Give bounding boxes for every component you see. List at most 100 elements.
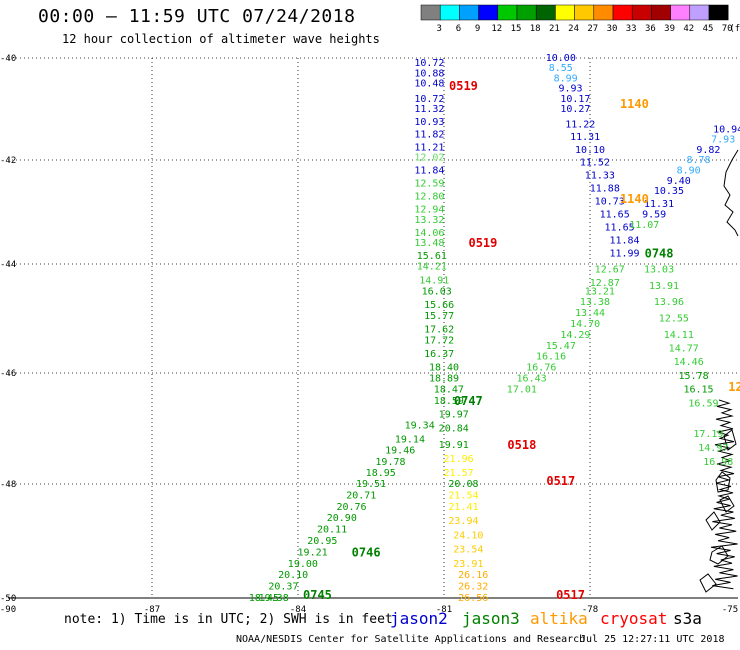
colorbar-tick-label: 12 [491, 24, 502, 34]
pass-time-label: 0748 [645, 247, 674, 261]
swh-label: 10.73 [595, 197, 625, 208]
swh-label: 10.72 [414, 94, 444, 105]
swh-label: 11.84 [609, 236, 639, 247]
swh-label: 12.67 [595, 264, 625, 275]
swh-label: 23.54 [453, 545, 483, 556]
pass-time-label: 1140 [620, 97, 649, 111]
swh-label: 15.78 [679, 371, 709, 382]
swh-label: 13.32 [414, 215, 444, 226]
swh-label: 16.76 [526, 363, 556, 374]
colorbar-tick-label: 36 [645, 24, 656, 34]
swh-label: 9.82 [696, 145, 720, 156]
island-outline [699, 573, 717, 593]
colorbar-swatch [555, 4, 575, 21]
swh-label: 11.99 [609, 249, 639, 260]
coastline-north [723, 149, 739, 237]
lat-tick-label: -50 [0, 594, 16, 604]
swh-label: 26.56 [458, 593, 488, 604]
swh-label: 10.72 [414, 58, 444, 69]
lon-tick-label: -75 [722, 605, 738, 615]
swh-label: 14.46 [674, 357, 704, 368]
island-outline [705, 511, 721, 531]
legend-altika: altika [530, 609, 588, 628]
map-grid [8, 57, 738, 599]
swh-label: 10.48 [414, 79, 444, 90]
swh-label: 20.84 [439, 424, 469, 435]
swh-label: 14.11 [664, 330, 694, 341]
swh-label: 8.99 [554, 73, 578, 84]
swh-label: 24.10 [453, 530, 483, 541]
coastline [699, 149, 739, 593]
footer-credit: NOAA/NESDIS Center for Satellite Applica… [236, 634, 586, 645]
swh-label: 11.32 [414, 104, 444, 115]
swh-label: 9.40 [667, 176, 691, 187]
swh-label: 21.54 [448, 490, 478, 501]
lon-tick-label: -87 [144, 605, 160, 615]
swh-label: 21.57 [444, 468, 474, 479]
swh-label: 23.91 [453, 559, 483, 570]
swh-label: 20.11 [317, 525, 347, 536]
colorbar-swatch [516, 4, 537, 21]
colorbar-swatch [439, 4, 460, 21]
swh-label: 8.55 [549, 63, 573, 74]
swh-label: 13.91 [649, 281, 679, 292]
swh-label: 10.00 [546, 53, 576, 64]
colorbar-tick-label: 70 [722, 24, 733, 34]
swh-label: 16.16 [536, 352, 566, 363]
swh-label: 13.38 [580, 297, 610, 308]
swh-label: 16.03 [422, 286, 452, 297]
swh-label: 15.61 [417, 251, 447, 262]
swh-label: 14.21 [417, 262, 447, 273]
swh-label: 11.31 [644, 199, 674, 210]
colorbar-swatch [651, 4, 671, 21]
page-subtitle: 12 hour collection of altimeter wave hei… [62, 32, 380, 46]
legend-jason2: jason2 [390, 609, 448, 628]
swh-label: 15.47 [546, 341, 576, 352]
swh-label: 10.88 [414, 68, 444, 79]
swh-label: 13.44 [575, 308, 605, 319]
swh-label: 10.17 [560, 94, 590, 105]
colorbar-swatch [593, 4, 614, 21]
colorbar-swatch [459, 4, 479, 21]
swh-label: 11.22 [565, 119, 595, 130]
swh-label: 12.55 [659, 314, 689, 325]
swh-labels: 10.7210.8810.4810.7211.3210.9311.8211.21… [249, 53, 740, 604]
colorbar-tick-label: 3 [436, 24, 441, 34]
lat-tick-label: -44 [0, 260, 16, 270]
swh-label: 17.19 [693, 429, 723, 440]
swh-label: 17.62 [424, 324, 454, 335]
lon-tick-label: -90 [0, 605, 16, 615]
colorbar-swatch [612, 4, 633, 21]
swh-label: 18.40 [429, 363, 459, 374]
colorbar-swatch [708, 4, 729, 21]
swh-label: 19.51 [356, 479, 386, 490]
swh-label: 21.96 [444, 454, 474, 465]
swh-label: 19.91 [439, 440, 469, 451]
swh-label: 11.21 [414, 142, 444, 153]
colorbar-tick-label: 33 [626, 24, 637, 34]
note-text: note: 1) Time is in UTC; 2) SWH is in fe… [64, 612, 393, 627]
swh-label: 13.48 [414, 238, 444, 249]
colorbar-tick-label: 27 [587, 24, 598, 34]
colorbar-tick-label: 21 [549, 24, 560, 34]
legend-s3a: s3a [673, 609, 702, 628]
swh-label: 12.87 [590, 278, 620, 289]
pass-time-label: 0746 [352, 545, 381, 559]
swh-label: 19.97 [439, 410, 469, 421]
swh-label: 10.27 [560, 104, 590, 115]
swh-label: 17.01 [507, 385, 537, 396]
swh-label: 14.97 [698, 443, 728, 454]
footer-timestamp: Jul 25 12:27:11 UTC 2018 [580, 634, 725, 645]
colorbar-swatch [535, 4, 556, 21]
colorbar-swatch [574, 4, 595, 21]
swh-label: 19.46 [385, 446, 415, 457]
swh-label: 16.59 [688, 399, 718, 410]
colorbar-swatch [689, 4, 710, 21]
swh-label: 10.94 [713, 124, 740, 135]
swh-label: 12.02 [414, 152, 444, 163]
colorbar-tick-label: 18 [530, 24, 541, 34]
colorbar-swatch [420, 4, 441, 21]
swh-label: 14.77 [669, 343, 699, 354]
